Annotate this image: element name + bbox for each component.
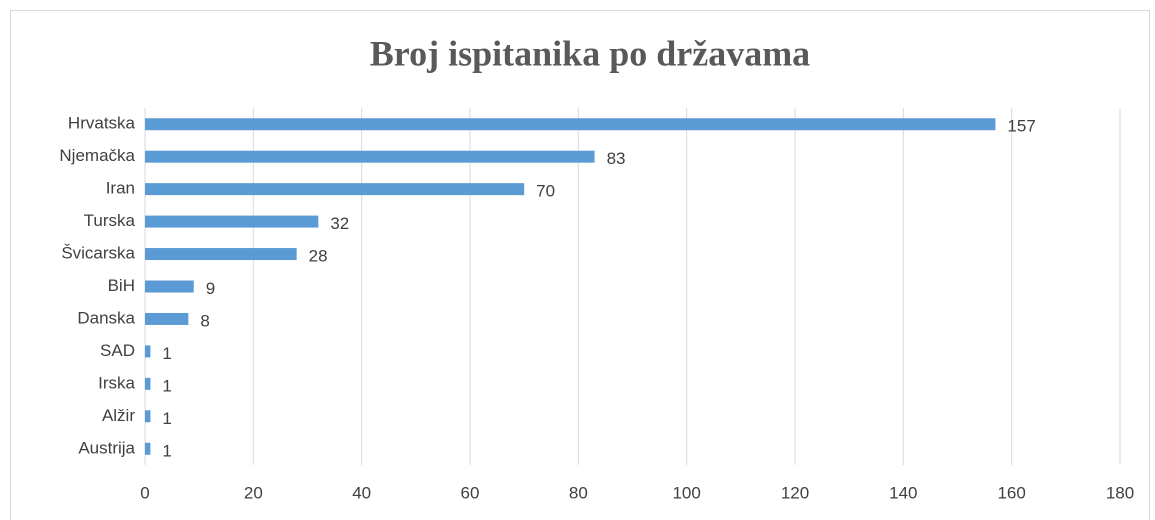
y-tick-label: Turska [84,211,136,230]
x-tick-label: 160 [997,483,1025,502]
bar [145,312,189,325]
x-tick-label: 40 [352,483,371,502]
chart-frame [10,10,1150,520]
value-label: 83 [607,149,626,168]
chart-title: Broj ispitanika po državama [370,33,810,73]
value-label: 28 [309,247,328,266]
bar [145,248,297,261]
y-tick-label: Danska [77,308,135,327]
y-tick-label: Alžir [102,406,135,425]
y-tick-label: Irska [98,373,135,392]
y-tick-label: BiH [108,276,135,295]
bar [145,410,151,423]
bar [145,215,319,228]
value-label: 70 [536,182,555,201]
value-label: 1 [162,376,171,395]
x-tick-label: 80 [569,483,588,502]
x-tick-label: 0 [140,483,149,502]
y-tick-label: Hrvatska [68,114,136,133]
bar [145,150,595,163]
x-tick-label: 60 [461,483,480,502]
value-label: 157 [1007,117,1035,136]
bar [145,345,151,358]
bar [145,183,525,196]
value-label: 9 [206,279,215,298]
value-label: 32 [330,214,349,233]
x-tick-label: 140 [889,483,917,502]
bar [145,280,194,293]
value-label: 8 [200,311,209,330]
y-tick-label: Švicarska [61,244,135,263]
bar [145,118,996,131]
x-tick-label: 180 [1106,483,1134,502]
y-tick-label: SAD [100,341,135,360]
x-tick-label: 20 [244,483,263,502]
bar [145,442,151,455]
x-tick-label: 120 [781,483,809,502]
y-tick-label: Iran [106,179,135,198]
bar [145,377,151,390]
value-label: 1 [162,344,171,363]
value-label: 1 [162,441,171,460]
y-tick-label: Austrija [78,438,135,457]
x-tick-label: 100 [672,483,700,502]
value-label: 1 [162,409,171,428]
y-tick-label: Njemačka [59,146,135,165]
